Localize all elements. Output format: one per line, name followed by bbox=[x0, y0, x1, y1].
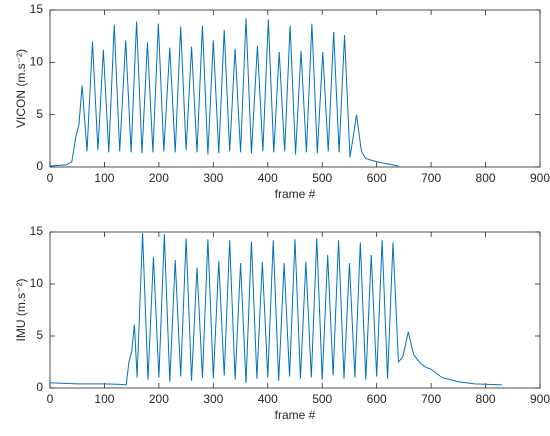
x-tick-label: 300 bbox=[203, 392, 223, 406]
x-tick-label: 700 bbox=[421, 171, 441, 185]
y-tick-label: 15 bbox=[30, 2, 44, 16]
x-tick-label: 0 bbox=[47, 392, 54, 406]
x-tick-label: 500 bbox=[312, 392, 332, 406]
x-tick-label: 900 bbox=[530, 171, 550, 185]
x-tick-label: 100 bbox=[94, 392, 114, 406]
x-tick-label: 600 bbox=[367, 392, 387, 406]
x-axis-label: frame # bbox=[275, 408, 316, 422]
data-line bbox=[49, 233, 502, 386]
plot-area bbox=[49, 231, 541, 389]
x-tick-label: 0 bbox=[47, 171, 54, 185]
x-tick-label: 200 bbox=[149, 171, 169, 185]
x-tick-label: 600 bbox=[367, 171, 387, 185]
y-axis-label: VICON (m.s⁻²) bbox=[14, 49, 28, 128]
y-axis-label: IMU (m.s⁻²) bbox=[14, 279, 28, 342]
x-tick-label: 400 bbox=[258, 392, 278, 406]
y-tick-label: 5 bbox=[36, 107, 43, 121]
y-tick-label: 15 bbox=[30, 224, 44, 238]
x-tick-label: 300 bbox=[203, 171, 223, 185]
y-tick-label: 5 bbox=[36, 328, 43, 342]
y-tick-label: 0 bbox=[36, 380, 43, 394]
x-axis-label: frame # bbox=[275, 187, 316, 201]
x-tick-label: 400 bbox=[258, 171, 278, 185]
x-tick-label: 900 bbox=[530, 392, 550, 406]
x-tick-label: 200 bbox=[149, 392, 169, 406]
x-tick-label: 500 bbox=[312, 171, 332, 185]
x-tick-label: 800 bbox=[476, 392, 496, 406]
x-tick-label: 800 bbox=[476, 171, 496, 185]
x-tick-label: 700 bbox=[421, 392, 441, 406]
data-line bbox=[49, 18, 399, 167]
x-tick-label: 100 bbox=[94, 171, 114, 185]
y-tick-label: 10 bbox=[30, 276, 44, 290]
y-tick-label: 0 bbox=[36, 159, 43, 173]
y-tick-label: 10 bbox=[30, 55, 44, 69]
